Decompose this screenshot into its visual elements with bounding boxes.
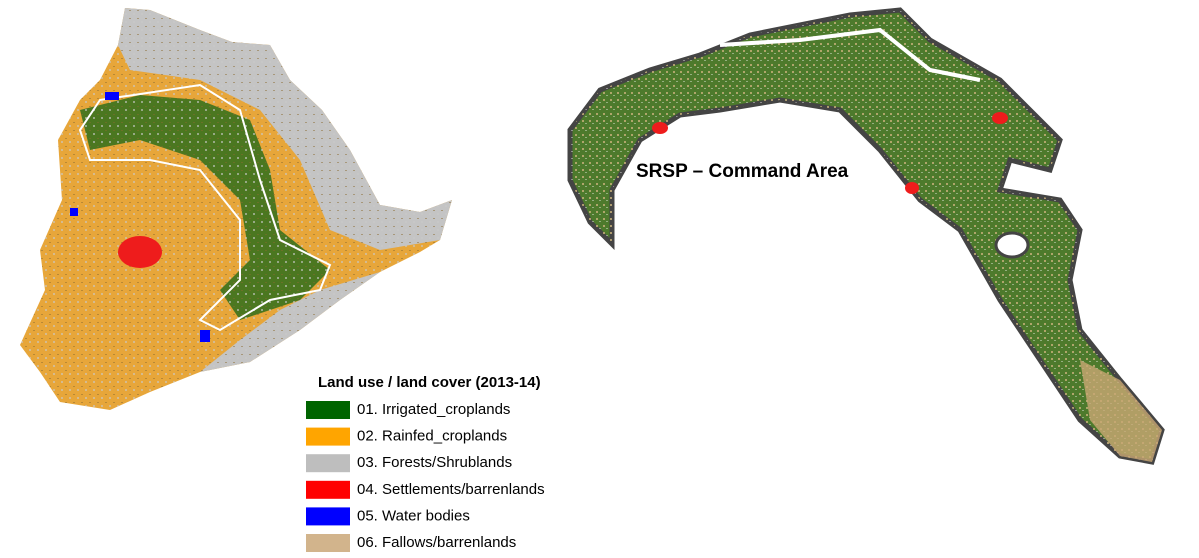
legend-label: 04. Settlements/barrenlands bbox=[357, 481, 545, 498]
legend-label: 02. Rainfed_croplands bbox=[357, 428, 507, 445]
legend-label: 03. Forests/Shrublands bbox=[357, 454, 512, 471]
legend-swatch bbox=[306, 507, 350, 526]
legend-swatch bbox=[306, 534, 350, 552]
legend: Land use / land cover (2013-14) 01. Irri… bbox=[306, 374, 545, 552]
legend-swatch bbox=[306, 454, 350, 473]
map-label: SRSP – Command Area bbox=[636, 161, 849, 182]
legend-swatch bbox=[306, 401, 350, 419]
legend-title: Land use / land cover (2013-14) bbox=[318, 374, 541, 391]
legend-swatch bbox=[306, 427, 350, 446]
legend-label: 06. Fallows/barrenlands bbox=[357, 534, 516, 551]
legend-label: 05. Water bodies bbox=[357, 507, 470, 524]
command-area-map: SRSP – Command Area bbox=[567, 7, 1165, 465]
state-map bbox=[20, 8, 452, 410]
legend-swatch bbox=[306, 480, 350, 499]
legend-label: 01. Irrigated_croplands bbox=[357, 401, 510, 418]
